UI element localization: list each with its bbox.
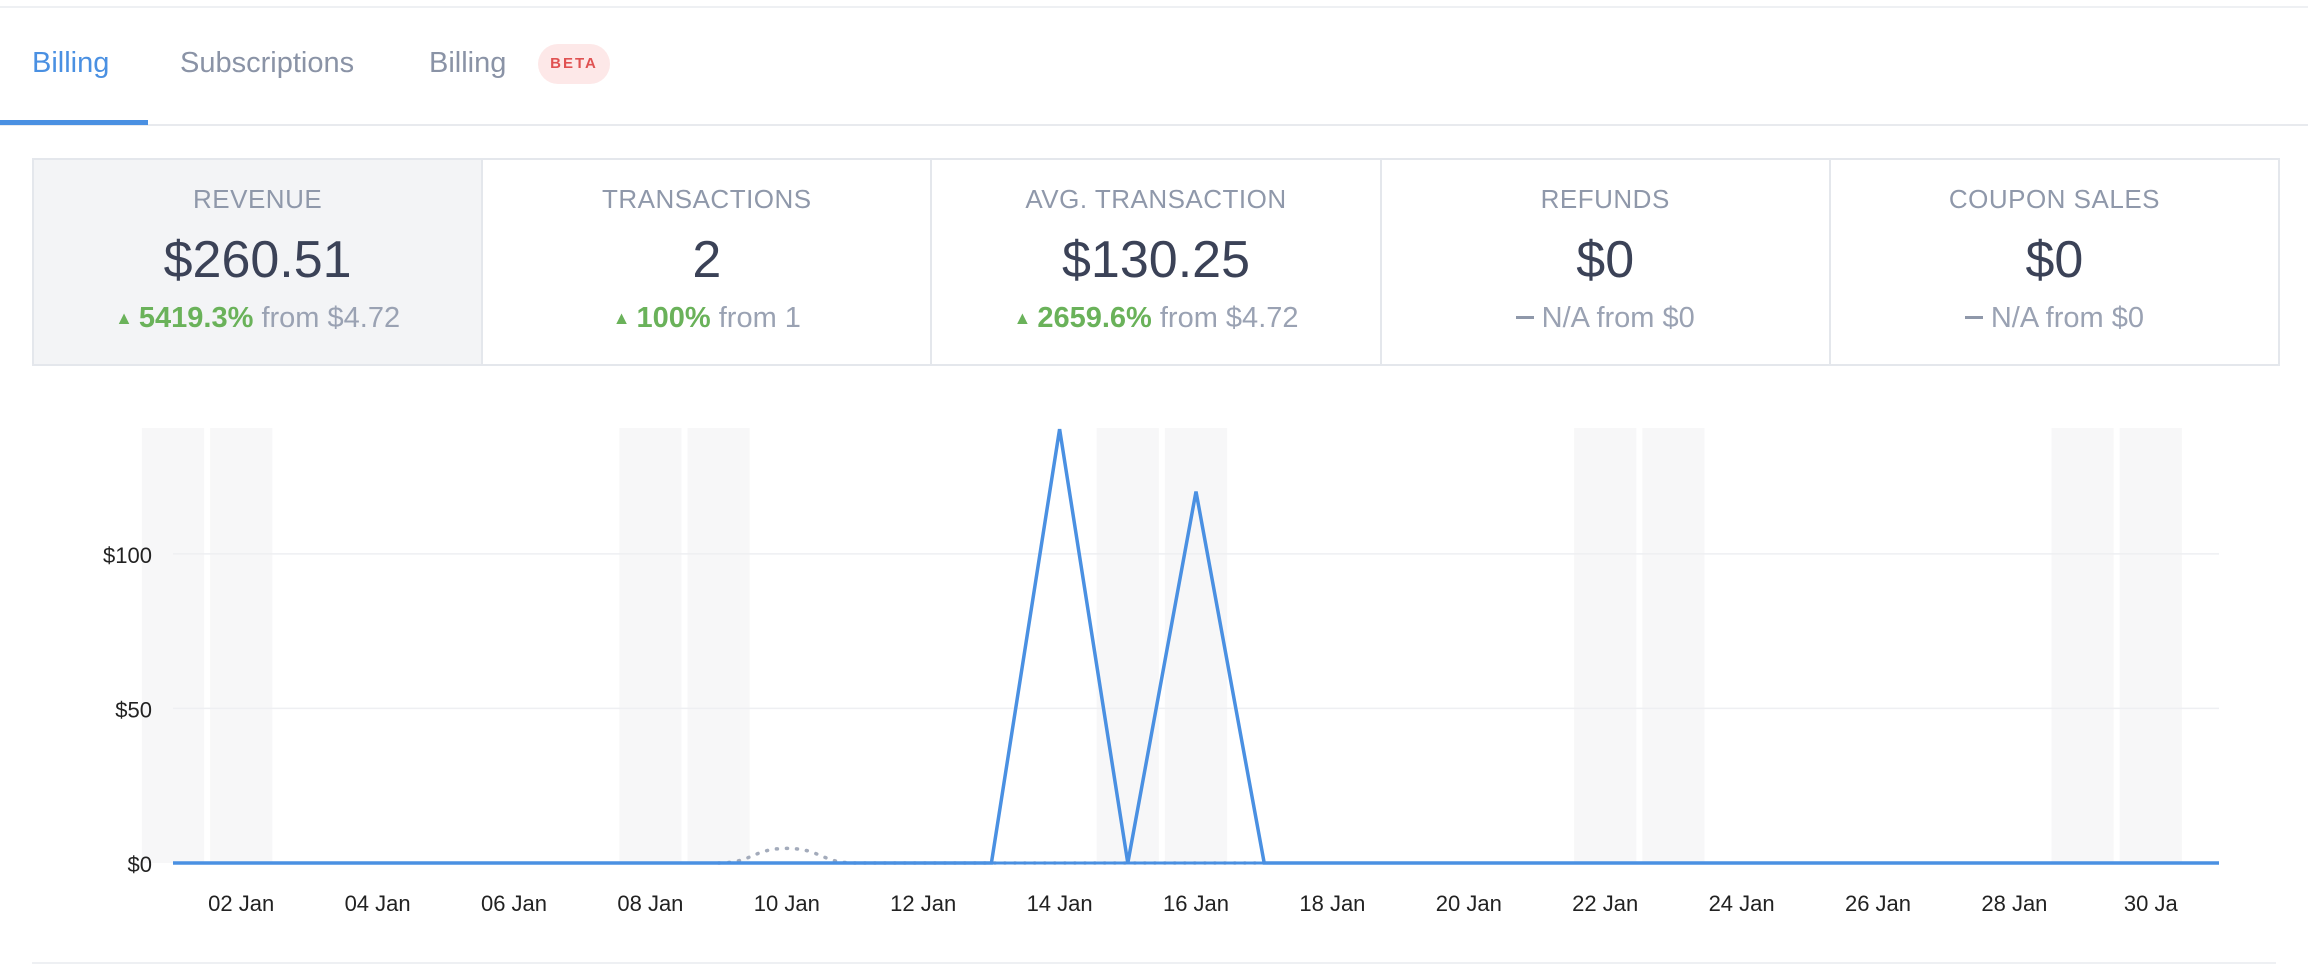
triangle-up-icon: ▲ (612, 308, 631, 328)
top-divider (0, 6, 2308, 8)
stat-label: REVENUE (193, 184, 323, 214)
tab-billing-beta[interactable]: Billing (429, 47, 507, 79)
stat-change: ▲ 2659.6% from $4.72 (932, 302, 1379, 335)
stat-change: ▲ 5419.3% from $4.72 (34, 302, 481, 335)
stat-change: N/A from $0 (1831, 302, 2278, 335)
x-tick-label: 12 Jan (890, 891, 956, 916)
stat-value: $0 (1576, 231, 1635, 289)
x-tick-label: 26 Jan (1845, 891, 1911, 916)
stat-change-from: N/A from $0 (1990, 302, 2144, 334)
weekend-band (1096, 428, 1159, 863)
stat-change-percent: 5419.3% (138, 302, 254, 334)
weekend-band (1574, 428, 1637, 863)
weekend-band (2119, 428, 2182, 863)
stat-change-percent: 2659.6% (1037, 302, 1152, 334)
dash-icon (1515, 316, 1534, 319)
stat-label: TRANSACTIONS (601, 184, 812, 214)
x-tick-label: 28 Jan (1981, 891, 2047, 916)
weekend-band (1642, 428, 1705, 863)
weekend-band (141, 428, 205, 863)
x-tick-label: 02 Jan (208, 891, 274, 916)
stats-panel: REVENUE $260.51 ▲ 5419.3% from $4.72 TRAN… (32, 158, 2280, 366)
beta-badge: BETA (538, 44, 610, 84)
weekend-band (210, 428, 273, 863)
stat-value: $260.51 (163, 231, 352, 289)
stat-card-transactions[interactable]: TRANSACTIONS 2 ▲ 100% from 1 (481, 160, 930, 364)
x-tick-label: 24 Jan (1709, 891, 1775, 916)
stat-change-percent: 100% (636, 302, 711, 334)
stat-card-coupon-sales[interactable]: COUPON SALES $0 N/A from $0 (1828, 160, 2278, 364)
x-tick-label: 04 Jan (345, 891, 411, 916)
bottom-divider (32, 962, 2276, 964)
y-tick-label: $100 (103, 543, 152, 568)
stat-change: ▲ 100% from 1 (483, 302, 930, 335)
stat-card-revenue[interactable]: REVENUE $260.51 ▲ 5419.3% from $4.72 (34, 160, 482, 364)
tab-subscriptions[interactable]: Subscriptions (180, 47, 355, 79)
x-tick-label: 18 Jan (1299, 891, 1365, 916)
x-tick-label: 14 Jan (1027, 891, 1093, 916)
x-tick-label: 20 Jan (1436, 891, 1502, 916)
x-tick-label: 10 Jan (754, 891, 820, 916)
x-tick-label: 06 Jan (481, 891, 547, 916)
stat-value: $130.25 (1062, 231, 1250, 289)
dash-icon (1964, 316, 1983, 319)
stat-label: AVG. TRANSACTION (1025, 184, 1287, 214)
stat-value: $0 (2025, 231, 2084, 289)
stat-change-from: from $4.72 (1159, 302, 1299, 334)
triangle-up-icon: ▲ (1013, 308, 1032, 328)
stat-change: N/A from $0 (1382, 302, 1829, 335)
stat-change-from: from 1 (718, 302, 801, 334)
active-tab-indicator (0, 120, 148, 125)
stat-card-avg-transaction[interactable]: AVG. TRANSACTION $130.25 ▲ 2659.6% from $… (930, 160, 1379, 364)
stat-label: COUPON SALES (1948, 184, 2160, 214)
y-tick-label: $0 (128, 852, 152, 877)
x-tick-label: 30 Ja (2124, 891, 2179, 916)
y-tick-label: $50 (115, 697, 152, 722)
x-tick-label: 16 Jan (1163, 891, 1229, 916)
tab-bar: Billing Subscriptions Billing BETA (0, 8, 2308, 126)
x-tick-label: 22 Jan (1572, 891, 1638, 916)
stat-label: REFUNDS (1540, 184, 1670, 214)
weekend-band (2051, 428, 2114, 863)
tab-billing[interactable]: Billing (32, 47, 110, 79)
weekend-band (619, 428, 682, 863)
triangle-up-icon: ▲ (115, 308, 133, 328)
weekend-band (687, 428, 750, 863)
stat-change-from: N/A from $0 (1541, 302, 1695, 334)
stat-change-from: from $4.72 (261, 302, 401, 334)
x-tick-label: 08 Jan (617, 891, 683, 916)
stat-card-refunds[interactable]: REFUNDS $0 N/A from $0 (1379, 160, 1829, 364)
stat-value: 2 (692, 231, 722, 289)
